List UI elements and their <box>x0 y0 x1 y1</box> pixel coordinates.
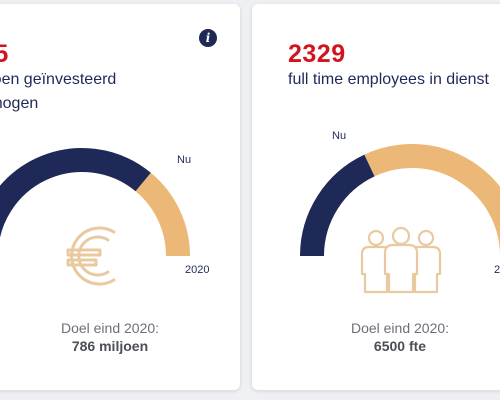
employees-card: 2329 full time employees in dienst Nu 20… <box>252 4 500 390</box>
gauge-progress-arc <box>0 148 151 239</box>
investment-goal-value: 786 miljoen <box>71 338 149 354</box>
gauge-now-label: Nu <box>332 130 347 142</box>
people-icon <box>358 224 444 299</box>
employees-goal-value: 6500 fte <box>373 338 427 354</box>
employees-description: full time employees in dienst <box>288 71 489 88</box>
employees-big-number: 2329 <box>288 40 346 68</box>
investment-description-line-1: iljoen geïnvesteerd <box>0 71 117 88</box>
gauge-now-label: Nu <box>177 154 192 166</box>
gauge-remaining-arc <box>135 172 190 257</box>
investment-description-line-2: rmogen <box>0 95 39 112</box>
investment-goal-label: Doel eind 2020: <box>60 320 160 336</box>
gauge-end-label: 2020 <box>185 264 210 276</box>
gauge-end-label: 20 <box>494 264 500 276</box>
euro-icon <box>64 222 122 295</box>
employees-goal-label: Doel eind 2020: <box>350 320 450 336</box>
gauge-remaining-arc <box>364 144 500 257</box>
info-icon[interactable]: i <box>199 29 217 47</box>
investment-big-number: 35 <box>0 40 9 68</box>
investment-gauge <box>0 148 190 257</box>
employees-gauge <box>300 144 500 257</box>
gauge-progress-arc <box>300 154 375 257</box>
investment-card: 35 iljoen geïnvesteerd rmogen i Nu 2020 … <box>0 4 240 390</box>
